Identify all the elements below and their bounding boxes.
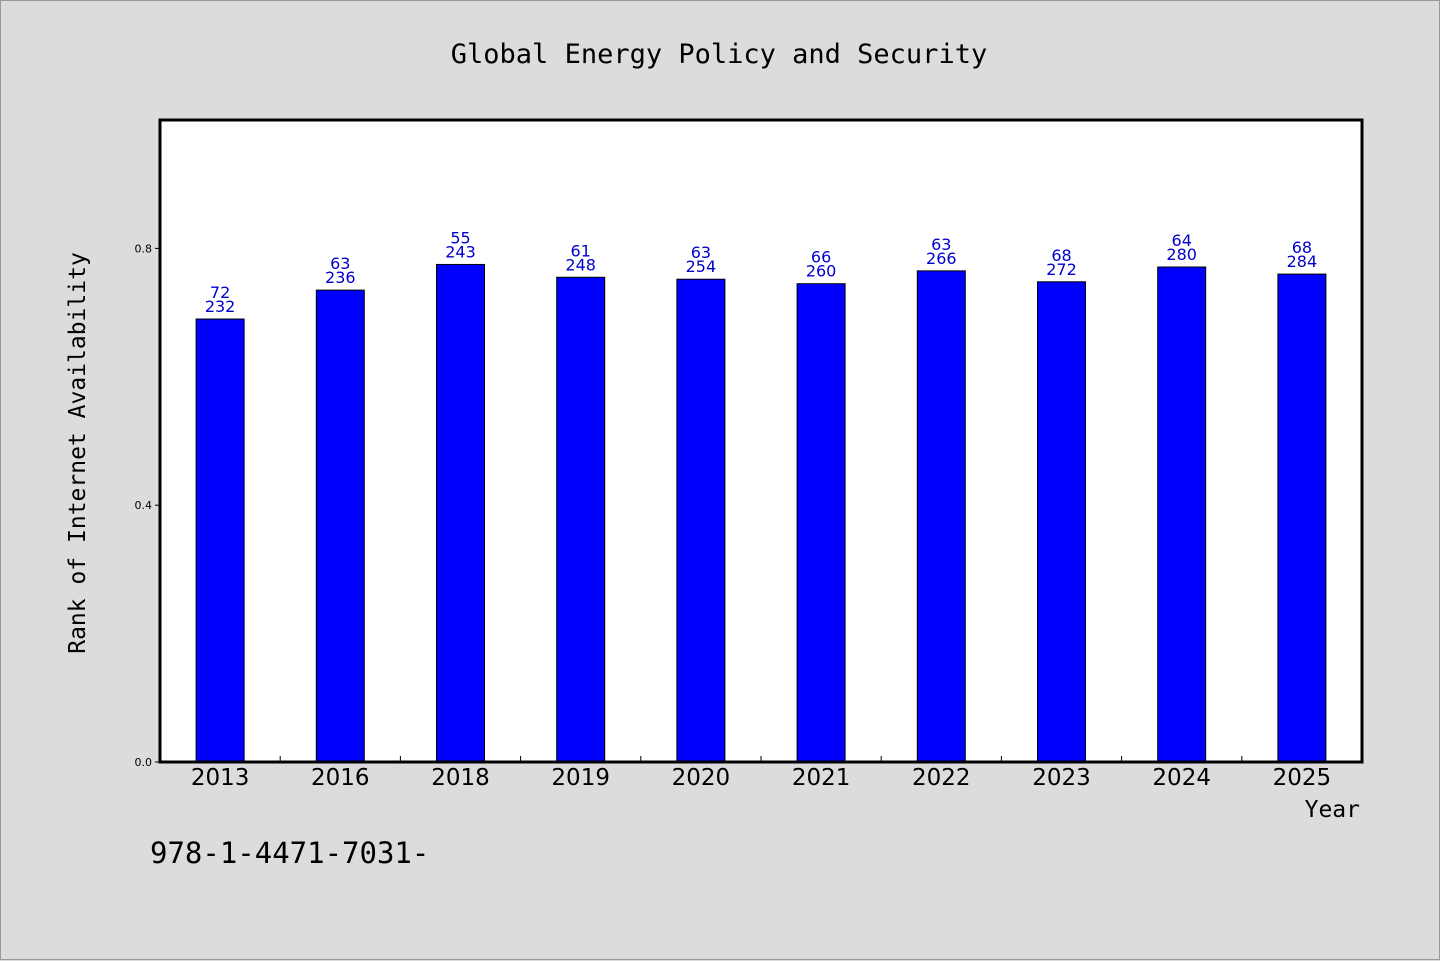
data-label-top: 63 (931, 235, 951, 254)
x-tick-label: 2025 (1273, 765, 1332, 791)
data-label-top: 63 (330, 254, 350, 273)
data-label-bottom: 284 (1287, 252, 1318, 271)
bar-2024 (1157, 266, 1207, 763)
data-label-bottom: 232 (205, 297, 236, 316)
y-tick-label: 0.4 (135, 499, 153, 512)
bar-2025 (1277, 273, 1327, 763)
x-tick-label: 2024 (1152, 765, 1211, 791)
x-tick-label: 2018 (431, 765, 490, 791)
x-ticks-group: 2013 2016 2018 2019 2020 2021 2022 2023 2024 2025 (191, 756, 1331, 791)
chart-title: Global Energy Policy and Security (451, 39, 987, 70)
data-label-bottom: 243 (445, 242, 476, 261)
bars-group (195, 263, 1327, 763)
x-tick-label: 2023 (1032, 765, 1091, 791)
x-tick-label: 2016 (311, 765, 370, 791)
y-tick-label: 0.0 (135, 756, 153, 769)
data-label-bottom: 280 (1166, 245, 1197, 264)
data-label-top: 68 (1292, 238, 1312, 257)
data-label-bottom: 254 (686, 257, 717, 276)
data-label-top: 63 (691, 243, 711, 262)
plot-border (158, 118, 1364, 764)
x-tick-label: 2020 (672, 765, 731, 791)
x-tick-label: 2013 (191, 765, 250, 791)
bar-2023 (1037, 281, 1086, 763)
bar-2016 (315, 289, 365, 763)
y-tick-label: 0.8 (135, 242, 153, 255)
x-tick-label: 2019 (551, 765, 610, 791)
bar-2021 (796, 283, 846, 763)
data-label-top: 66 (811, 248, 831, 267)
y-axis-label: Rank of Internet Availability (65, 252, 91, 654)
data-label-top: 68 (1051, 246, 1071, 265)
data-label-bottom: 272 (1046, 260, 1077, 279)
bar-2022 (916, 270, 966, 763)
data-label-bottom: 236 (325, 268, 356, 287)
data-label-top: 55 (450, 228, 470, 247)
data-label-top: 64 (1172, 231, 1192, 250)
x-tick-label: 2022 (912, 765, 971, 791)
bar-2013 (195, 318, 245, 763)
data-label-bottom: 248 (565, 255, 596, 274)
x-tick-label: 2021 (792, 765, 851, 791)
bar-2020 (676, 278, 726, 763)
data-label-top: 72 (210, 283, 230, 302)
data-label-bottom: 260 (806, 262, 837, 281)
bar-2019 (556, 276, 606, 763)
data-label-top: 61 (571, 241, 591, 260)
data-label-bottom: 266 (926, 249, 957, 268)
footnote-text: 978-1-4471-7031- (150, 836, 429, 870)
y-ticks-group: 0.0 0.4 0.8 (135, 242, 160, 769)
x-axis-label: Year (1305, 797, 1360, 823)
bar-2018 (436, 263, 485, 763)
